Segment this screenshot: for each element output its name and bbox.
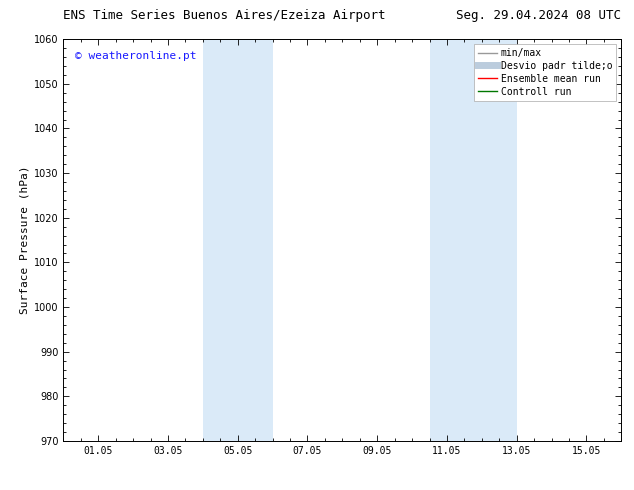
Y-axis label: Surface Pressure (hPa): Surface Pressure (hPa) [20,166,30,315]
Bar [203,39,273,441]
Legend: min/max, Desvio padr tilde;o, Ensemble mean run, Controll run: min/max, Desvio padr tilde;o, Ensemble m… [474,44,616,100]
Text: Seg. 29.04.2024 08 UTC: Seg. 29.04.2024 08 UTC [456,9,621,22]
Text: ENS Time Series Buenos Aires/Ezeiza Airport: ENS Time Series Buenos Aires/Ezeiza Airp… [63,9,386,22]
Text: © weatheronline.pt: © weatheronline.pt [75,51,196,61]
Bar [429,39,517,441]
